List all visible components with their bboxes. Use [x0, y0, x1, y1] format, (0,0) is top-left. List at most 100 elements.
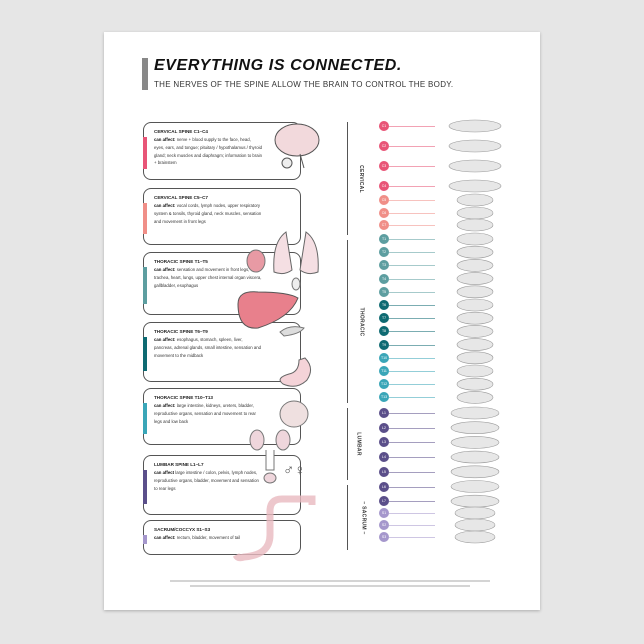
vertebra-badge[interactable]: T9 [379, 339, 389, 350]
vertebra-badge[interactable]: L4 [379, 452, 389, 463]
section-text: can affect: sensation and movement in fr… [154, 267, 262, 288]
vertebra-bone [456, 232, 494, 246]
vertebra-badge[interactable]: S1 [379, 508, 389, 518]
vertebra-bone [456, 259, 494, 272]
vertebra-bone [454, 506, 496, 520]
section-text: can affect: vocal cords, lymph nodes, up… [154, 203, 262, 224]
section-text: can affect: esophagus, stomach, spleen, … [154, 337, 262, 358]
vertebra-bone [450, 436, 500, 449]
vertebra-bone [456, 272, 494, 285]
section-color-bar [143, 137, 147, 169]
vertebra-leader-line [389, 225, 435, 226]
vertebra-leader-line [389, 291, 435, 293]
vertebra-bone [456, 218, 494, 232]
vertebra-badge[interactable]: C4 [379, 181, 389, 191]
vertebra-leader-line [389, 305, 435, 306]
region-marker: LUMBAR [347, 408, 362, 480]
vertebra-badge[interactable]: L5 [379, 466, 389, 477]
vertebra-badge[interactable]: L2 [379, 422, 389, 433]
region-marker: THORACIC [347, 240, 365, 403]
section-card: CERVICAL SPINE C1–C4 can affect: nerve +… [143, 122, 301, 180]
section-card: SACRUM/COCCYX S1–S3 can affect: rectum, … [143, 520, 301, 555]
vertebra-leader-line [389, 252, 435, 254]
vertebra-badge[interactable]: T7 [379, 313, 389, 324]
section-color-bar [143, 470, 147, 504]
vertebra-bone [456, 193, 494, 207]
section-text: can affect: rectum, bladder, movement of… [154, 535, 241, 540]
vertebra-leader-line [389, 397, 435, 399]
vertebra-badge[interactable]: C1 [379, 121, 389, 131]
vertebra-badge[interactable]: T6 [379, 300, 389, 310]
section-heading: THORACIC SPINE T10–T13 [154, 395, 213, 400]
vertebra-leader-line [389, 486, 435, 488]
section-heading: SACRUM/COCCYX S1–S3 [154, 527, 211, 532]
vertebra-leader-line [389, 126, 435, 127]
vertebra-badge[interactable]: T11 [379, 366, 389, 376]
vertebra-bone [456, 245, 494, 259]
vertebra-badge[interactable]: C3 [379, 161, 389, 171]
vertebra-badge[interactable]: C7 [379, 220, 389, 230]
vertebra-badge[interactable]: T1 [379, 234, 389, 244]
vertebra-badge[interactable]: T5 [379, 286, 389, 297]
vertebra-bone [448, 119, 502, 133]
vertebra-bone [450, 494, 500, 508]
section-card: THORACIC SPINE T10–T13 can affect: large… [143, 388, 301, 445]
vertebra-badge[interactable]: C2 [379, 141, 389, 151]
pancreas-icon [279, 326, 305, 337]
poster-subtitle: THE NERVES OF THE SPINE ALLOW THE BRAIN … [154, 80, 454, 89]
section-color-bar [143, 267, 147, 304]
vertebra-badge[interactable]: L3 [379, 437, 389, 448]
vertebra-badge[interactable]: L6 [379, 481, 389, 492]
vertebra-bone [450, 480, 500, 493]
vertebra-badge[interactable]: T8 [379, 326, 389, 337]
vertebra-leader-line [389, 213, 435, 214]
vertebra-bone [456, 351, 494, 365]
vertebra-leader-line [389, 457, 435, 459]
footer-fine-print [170, 580, 490, 587]
heart-icon [246, 249, 266, 273]
vertebra-bone [456, 391, 494, 404]
vertebra-bone [456, 311, 494, 325]
vertebra-badge[interactable]: S2 [379, 520, 389, 530]
vertebra-badge[interactable]: L1 [379, 408, 389, 418]
vertebra-leader-line [389, 513, 435, 514]
vertebra-leader-line [389, 442, 435, 444]
vertebra-badge[interactable]: T12 [379, 379, 389, 390]
region-marker: – SACRUM – [347, 485, 367, 550]
section-color-bar [143, 203, 147, 234]
vertebra-leader-line [389, 200, 435, 201]
vertebra-leader-line [389, 427, 435, 429]
vertebra-bone [456, 325, 494, 338]
vertebra-badge[interactable]: T3 [379, 260, 389, 271]
region-marker: CERVICAL [347, 122, 364, 235]
vertebra-leader-line [389, 318, 435, 320]
vertebra-badge[interactable]: C6 [379, 208, 389, 218]
vertebra-leader-line [389, 371, 435, 372]
vertebra-badge[interactable]: T10 [379, 352, 389, 363]
section-text: can affect: nerve + blood supply to the … [154, 137, 262, 166]
vertebra-badge[interactable]: L7 [379, 496, 389, 507]
vertebra-badge[interactable]: C5 [379, 195, 389, 205]
section-card: THORACIC SPINE T6–T9 can affect: esophag… [143, 322, 301, 382]
vertebra-badge[interactable]: T4 [379, 273, 389, 284]
vertebra-leader-line [389, 344, 435, 346]
vertebra-bone [454, 518, 496, 532]
vertebra-badge[interactable]: T2 [379, 247, 389, 258]
vertebra-bone [448, 179, 502, 193]
vertebra-leader-line [389, 146, 435, 147]
section-heading: LUMBAR SPINE L1–L7 [154, 462, 204, 467]
lungs-icon [273, 231, 319, 275]
vertebra-bone [456, 377, 494, 391]
vertebra-bone [448, 159, 502, 173]
vertebra-badge[interactable]: S3 [379, 532, 389, 542]
vertebra-bone [456, 206, 494, 220]
vertebra-bone [450, 465, 500, 479]
vertebra-badge[interactable]: T13 [379, 392, 389, 403]
section-card: CERVICAL SPINE C5–C7 can affect: vocal c… [143, 188, 301, 245]
vertebra-bone [450, 450, 500, 464]
kidneys-bladder-icon [249, 429, 291, 484]
section-color-bar [143, 337, 147, 371]
section-text: can affect large intestine / colon, pelv… [154, 470, 259, 491]
vertebra-bone [456, 285, 494, 299]
